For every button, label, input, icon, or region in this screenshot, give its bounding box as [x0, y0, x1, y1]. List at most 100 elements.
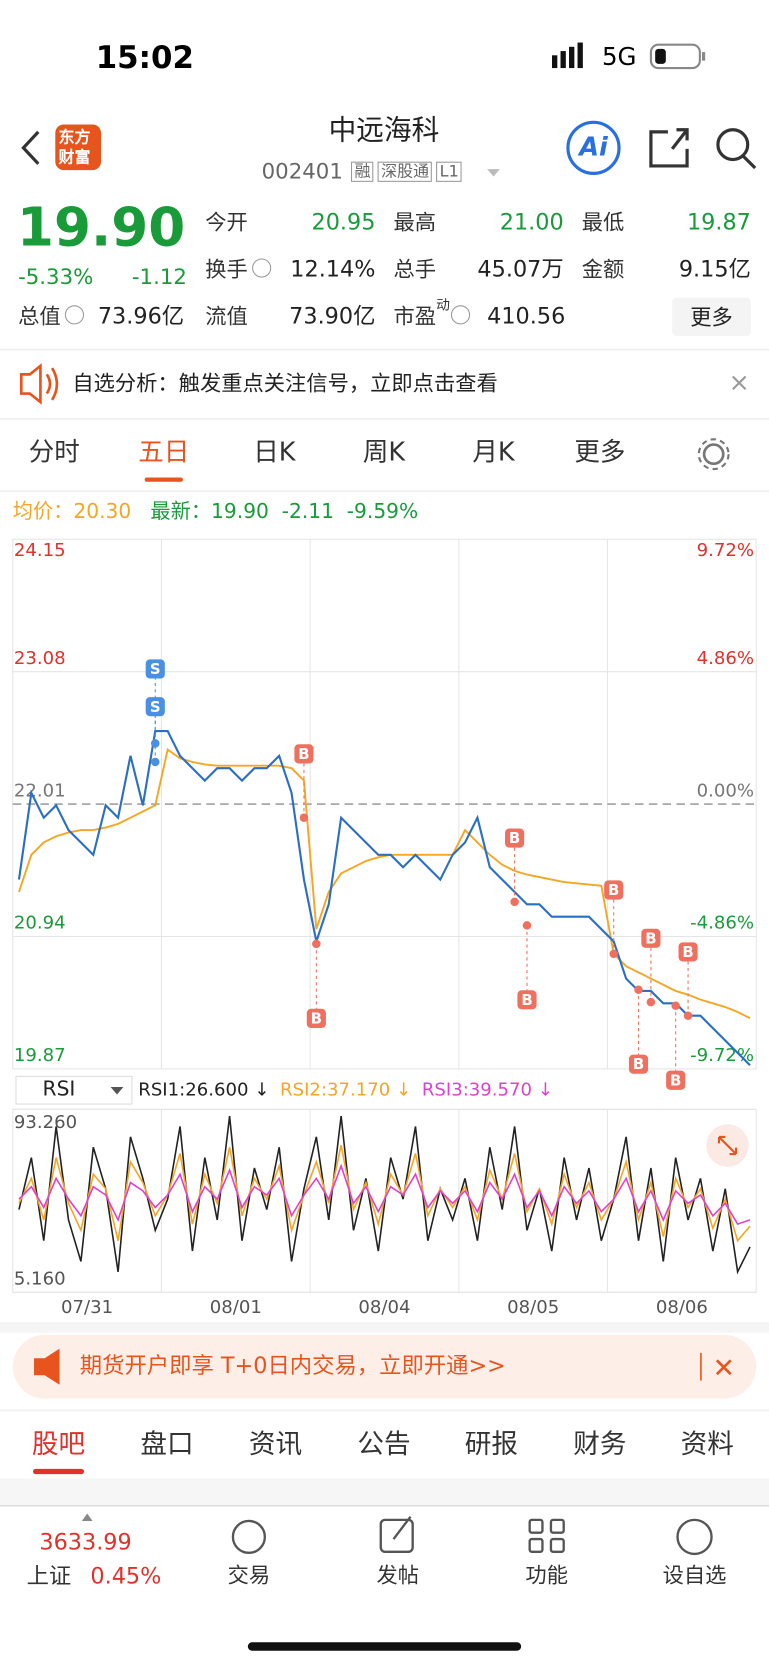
- trade-badge: [641, 928, 661, 948]
- trade-badge: [306, 1008, 326, 1028]
- trade-dot: [634, 985, 643, 994]
- trade-badge: [505, 828, 525, 848]
- trade-dot: [510, 897, 519, 907]
- y-tick-label: 24.15: [14, 540, 66, 561]
- field-label: 总值: [18, 303, 61, 329]
- latest-value: 19.90: [211, 499, 269, 524]
- field-value: 73.96亿: [97, 303, 185, 329]
- field-label: 流值: [205, 303, 248, 329]
- nav-item[interactable]: 交易: [227, 1562, 271, 1588]
- trade-label: B: [682, 943, 693, 961]
- tag: 融: [351, 161, 374, 182]
- y-tick-label: 22.01: [14, 780, 66, 801]
- nav-item[interactable]: 发帖: [376, 1562, 420, 1588]
- trade-badge: [294, 744, 314, 764]
- field-label: 换手: [205, 256, 248, 282]
- avg-value: 20.30: [73, 499, 132, 524]
- x-tick-label: 08/04: [358, 1297, 410, 1318]
- stock-code: 002401: [261, 158, 343, 185]
- tab[interactable]: 分时: [28, 437, 80, 467]
- tab[interactable]: 月K: [472, 437, 515, 467]
- stock-code-row: 002401 融 深股通 L1: [262, 161, 462, 182]
- y-tick-label: 20.94: [14, 913, 66, 934]
- nav-item[interactable]: 功能: [525, 1562, 568, 1588]
- chart-info: 均价： 20.30 最新： 19.90 -2.11 -9.59%: [12, 499, 418, 524]
- trade-badge: [604, 880, 624, 900]
- price: 19.90: [17, 196, 186, 259]
- field-value: 21.00: [499, 209, 564, 236]
- trade-label: B: [608, 881, 619, 899]
- tab[interactable]: 日K: [253, 437, 296, 467]
- sub-tab[interactable]: 财务: [573, 1428, 627, 1460]
- trade-label: B: [298, 745, 309, 763]
- sub-tab[interactable]: 股吧: [31, 1428, 86, 1460]
- megaphone-icon: [34, 1348, 60, 1385]
- trade-dot: [151, 739, 160, 748]
- sub-tab[interactable]: 资料: [680, 1428, 734, 1460]
- info-icon[interactable]: [450, 305, 471, 325]
- promo-text[interactable]: 期货开户即享 T+0日内交易，立即开通>>: [79, 1352, 506, 1379]
- logo: [55, 124, 102, 171]
- trade-dot: [671, 1001, 680, 1011]
- field-label: 今开: [205, 209, 248, 236]
- price-chart-frame: [12, 538, 757, 1070]
- back-icon[interactable]: [21, 130, 40, 165]
- close-icon[interactable]: [732, 375, 747, 391]
- banner-text[interactable]: 自选分析：触发重点关注信号，立即点击查看: [72, 370, 498, 396]
- trade-dot: [299, 813, 309, 822]
- field-value: 9.15亿: [678, 256, 751, 282]
- y-tick-label: 23.08: [14, 648, 66, 669]
- sub-tab[interactable]: 盘口: [140, 1428, 194, 1460]
- sub-tab[interactable]: 研报: [464, 1428, 518, 1460]
- field-value: 20.95: [311, 209, 376, 236]
- trade-badge: [517, 990, 537, 1010]
- x-tick-label: 08/01: [210, 1297, 262, 1318]
- info-icon[interactable]: [252, 258, 272, 278]
- indicator-select[interactable]: [15, 1075, 133, 1105]
- status-time: 15:02: [95, 39, 194, 76]
- trade-label: B: [311, 1009, 322, 1027]
- trade-label: B: [633, 1055, 644, 1073]
- avg-label: 均价：: [12, 499, 74, 524]
- change: -1.12: [131, 263, 187, 290]
- index-value[interactable]: 3633.99: [39, 1529, 132, 1555]
- settings-icon[interactable]: [702, 443, 725, 466]
- field-value: 19.87: [686, 209, 751, 236]
- search-icon[interactable]: [716, 128, 750, 162]
- tag: L1: [436, 161, 462, 182]
- share-icon[interactable]: [649, 128, 689, 168]
- y-tick-label: 93.260: [14, 1112, 77, 1133]
- field-label: 最低: [581, 209, 625, 236]
- y2-tick-label: 9.72%: [697, 540, 754, 561]
- index-name[interactable]: 上证: [26, 1563, 72, 1590]
- tab[interactable]: 周K: [362, 437, 406, 467]
- ai-label[interactable]: Ai: [579, 131, 608, 162]
- info-icon[interactable]: [64, 305, 85, 325]
- more-button[interactable]: 更多: [672, 297, 751, 337]
- trade-dot: [312, 939, 321, 949]
- trade-label: B: [670, 1071, 681, 1089]
- trade-label: S: [150, 698, 161, 716]
- series-line: [18, 1116, 751, 1275]
- home-indicator: [247, 1642, 522, 1651]
- ai-button[interactable]: [566, 120, 621, 175]
- sub-tab[interactable]: 公告: [357, 1428, 411, 1460]
- indicator-name[interactable]: RSI: [42, 1077, 76, 1101]
- tab[interactable]: 五日: [138, 437, 190, 467]
- logo-text: 财富: [58, 147, 91, 167]
- sub-tab[interactable]: 资讯: [248, 1428, 303, 1460]
- trade-label: B: [509, 829, 520, 847]
- field-label: 市盈: [393, 303, 437, 329]
- x-tick-label: 07/31: [61, 1297, 113, 1318]
- y-tick-label: 5.160: [14, 1269, 66, 1290]
- field-label: 金额: [581, 256, 625, 282]
- nav-item[interactable]: 设自选: [662, 1562, 727, 1588]
- tab[interactable]: 更多: [574, 437, 626, 467]
- latest-change: -2.11: [281, 499, 334, 524]
- promo-banner[interactable]: [12, 1334, 757, 1399]
- promo-close[interactable]: [715, 1359, 732, 1376]
- rsi-legend: RSI1:26.600 ↓ RSI2:37.170 ↓ RSI3:39.570 …: [138, 1079, 553, 1101]
- legend-entry: RSI2:37.170 ↓: [280, 1079, 412, 1101]
- index-change[interactable]: 0.45%: [90, 1563, 162, 1590]
